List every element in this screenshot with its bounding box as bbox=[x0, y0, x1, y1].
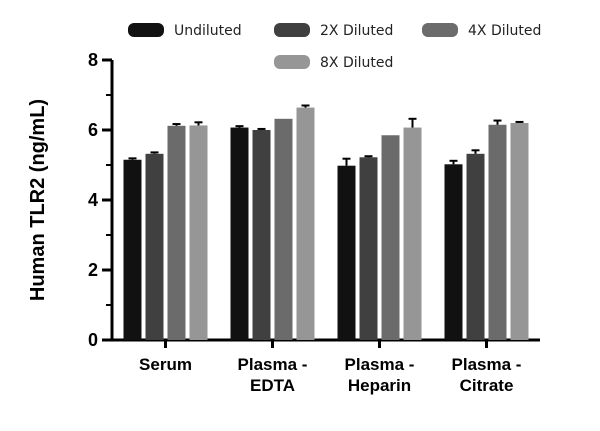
legend-label: Undiluted bbox=[174, 23, 242, 39]
x-tick-label: Serum bbox=[139, 355, 192, 374]
x-axis-labels: Serum Plasma -EDTA Plasma -Heparin Plasma -… bbox=[139, 355, 521, 395]
x-tick-label: Plasma -EDTA bbox=[238, 355, 308, 395]
bar bbox=[381, 135, 400, 340]
bar bbox=[274, 118, 293, 340]
bar bbox=[403, 127, 422, 340]
bar bbox=[359, 157, 378, 340]
bar bbox=[337, 165, 356, 340]
bar bbox=[252, 130, 271, 340]
y-axis-label: Human TLR2 (ng/mL) bbox=[27, 99, 49, 301]
legend-label: 8X Diluted bbox=[320, 55, 393, 71]
legend-label: 2X Diluted bbox=[320, 23, 393, 39]
bar bbox=[189, 125, 208, 340]
axes: Human TLR2 (ng/mL) 0 2 4 6 8 bbox=[27, 50, 540, 350]
legend-swatch bbox=[274, 55, 310, 69]
legend-swatch bbox=[128, 23, 164, 37]
y-tick-label: 0 bbox=[88, 330, 98, 350]
y-tick-label: 2 bbox=[88, 260, 98, 280]
legend-label: 4X Diluted bbox=[468, 23, 541, 39]
bar bbox=[488, 124, 507, 340]
bar bbox=[296, 107, 315, 340]
bar bbox=[444, 164, 463, 340]
x-tick-label: Plasma -Heparin bbox=[345, 355, 415, 395]
legend: Undiluted 2X Diluted 4X Diluted 8X Diluted bbox=[128, 23, 541, 71]
bars bbox=[123, 104, 529, 340]
bar bbox=[145, 153, 164, 340]
legend-swatch bbox=[274, 23, 310, 37]
bar bbox=[510, 123, 529, 340]
y-tick-label: 6 bbox=[88, 120, 98, 140]
bar bbox=[230, 127, 249, 340]
x-tick-label: Plasma -Citrate bbox=[452, 355, 522, 395]
legend-swatch bbox=[422, 23, 458, 37]
y-tick-label: 4 bbox=[88, 190, 98, 210]
y-tick-label: 8 bbox=[88, 50, 98, 70]
bar bbox=[123, 159, 142, 340]
bar bbox=[466, 153, 485, 340]
bar bbox=[167, 125, 186, 340]
